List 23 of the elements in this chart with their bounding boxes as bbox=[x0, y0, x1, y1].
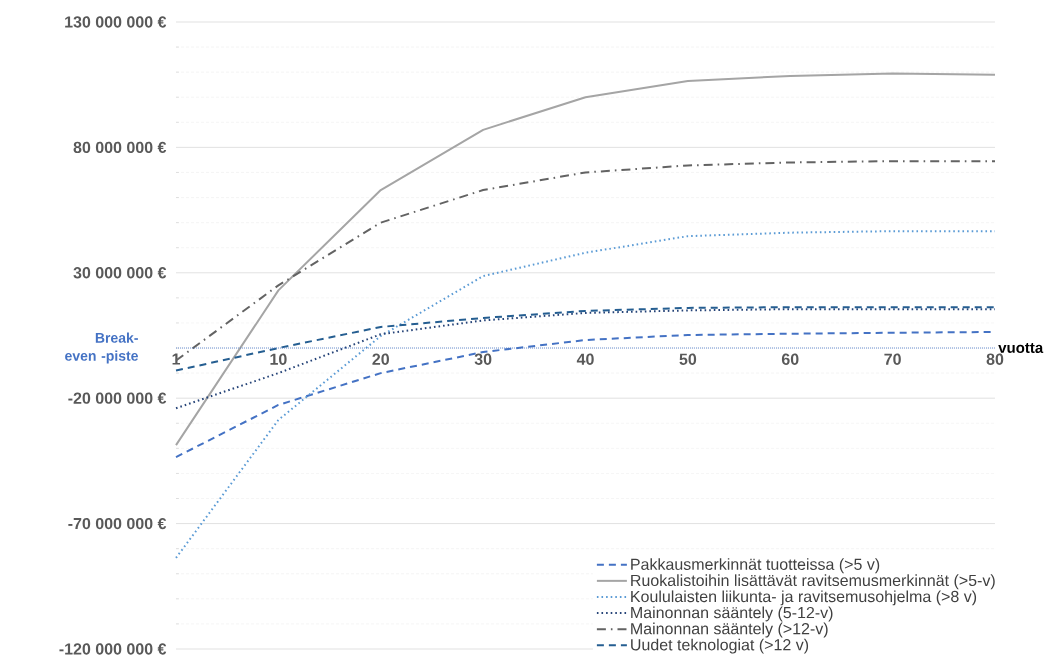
y-tick-label: 130 000 000 € bbox=[65, 16, 167, 28]
y-tick-label: 80 000 000 € bbox=[73, 141, 167, 154]
x-tick-label: 30 bbox=[474, 353, 492, 365]
x-tick-label: 40 bbox=[576, 353, 594, 365]
y-tick-label: -20 000 000 € bbox=[68, 392, 167, 404]
x-tick-label: 10 bbox=[270, 353, 287, 365]
legend-label: Mainonnan sääntely (>12-v) bbox=[631, 622, 828, 638]
y-tick-label: 30 000 000 € bbox=[73, 267, 167, 279]
x-tick-label: 1 bbox=[172, 353, 181, 365]
x-tick-label: 50 bbox=[679, 353, 697, 365]
x-tick-label: 80 bbox=[986, 353, 1004, 365]
x-tick-label: 70 bbox=[884, 353, 901, 365]
x-tick-label: 60 bbox=[781, 353, 799, 365]
legend-label: Ruokalistoihin lisättävät ravitsemusmerkinnät (>5-v) bbox=[631, 574, 995, 590]
x-tick-label: 20 bbox=[372, 353, 389, 365]
legend-label: Mainonnan sääntely (5-12-v) bbox=[631, 606, 833, 622]
legend-label: Koululaisten liikunta- ja ravitsemusohjelma (>8 v) bbox=[631, 590, 977, 606]
legend-label: Pakkausmerkinnät tuotteissa (>5 v) bbox=[631, 558, 880, 574]
ref-line-label: Break-even -piste bbox=[65, 332, 138, 364]
y-tick-label: -120 000 000 € bbox=[59, 643, 167, 655]
y-tick-label: -70 000 000 € bbox=[68, 517, 167, 530]
x-axis-title: vuotta bbox=[998, 343, 1044, 353]
legend-label: Uudet teknologiat (>12 v) bbox=[631, 638, 809, 654]
